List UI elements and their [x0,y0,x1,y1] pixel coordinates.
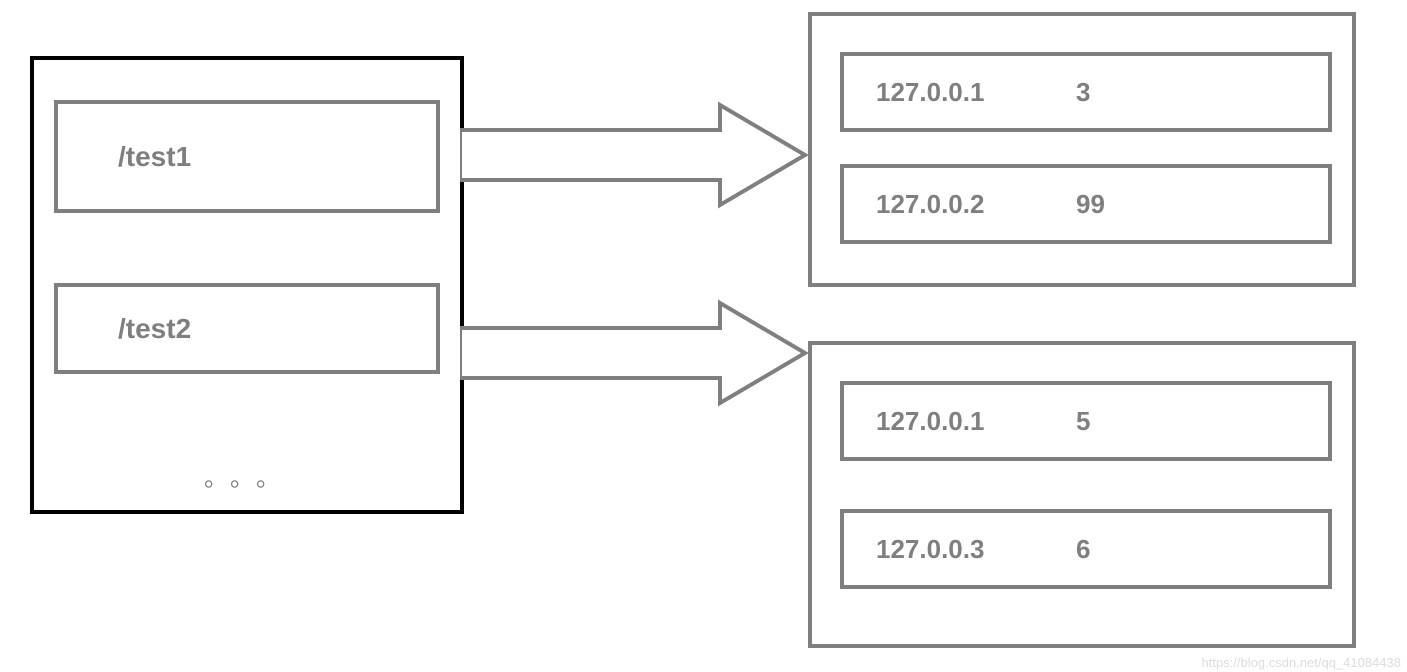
ellipsis: 。。。 [204,458,294,493]
entry-row: 127.0.0.1 3 [840,52,1332,132]
path-box-test1: /test1 [54,100,440,213]
target-container-1: 127.0.0.1 3 127.0.0.2 99 [808,12,1356,287]
source-container: /test1 /test2 。。。 [30,56,464,514]
entry-ip: 127.0.0.1 [876,77,984,108]
entry-row: 127.0.0.1 5 [840,381,1332,461]
entry-value: 3 [1076,77,1090,108]
target-container-2: 127.0.0.1 5 127.0.0.3 6 [808,341,1356,648]
entry-value: 5 [1076,406,1090,437]
path-label: /test2 [118,313,191,345]
path-label: /test1 [118,141,191,173]
arrow-test1 [460,100,810,210]
arrow-test2 [460,298,810,408]
entry-row: 127.0.0.3 6 [840,509,1332,589]
entry-ip: 127.0.0.1 [876,406,984,437]
entry-value: 99 [1076,189,1105,220]
entry-ip: 127.0.0.3 [876,534,984,565]
entry-ip: 127.0.0.2 [876,189,984,220]
watermark: https://blog.csdn.net/qq_41084438 [1202,655,1402,670]
entry-value: 6 [1076,534,1090,565]
entry-row: 127.0.0.2 99 [840,164,1332,244]
path-box-test2: /test2 [54,283,440,374]
